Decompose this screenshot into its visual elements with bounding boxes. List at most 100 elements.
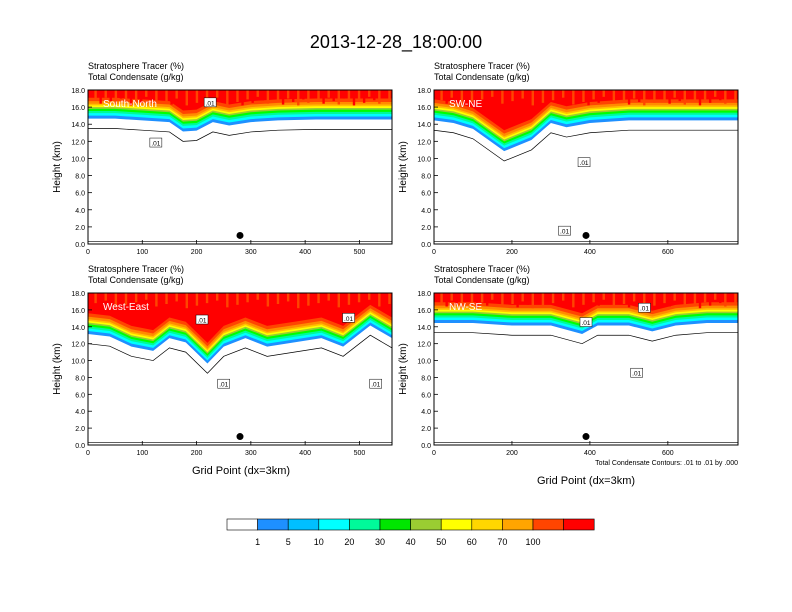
location-marker xyxy=(582,231,590,239)
tracer-stripe xyxy=(221,293,224,304)
tracer-stripe xyxy=(190,293,194,303)
tracer-stripe xyxy=(104,90,107,98)
tracer-stripe xyxy=(683,90,686,105)
tracer-stripe xyxy=(236,293,239,305)
panel-header-condensate: Total Condensate (g/kg) xyxy=(434,275,530,285)
tracer-stripe xyxy=(266,293,270,307)
x-tick-label: 400 xyxy=(584,249,596,256)
tracer-stripe xyxy=(200,90,204,97)
tracer-stripe xyxy=(185,90,188,106)
colorbar-box xyxy=(226,518,258,531)
tracer-stripe xyxy=(688,90,692,99)
tracer-stripe xyxy=(337,90,340,105)
tracer-stripe xyxy=(241,90,244,106)
contour-label-box xyxy=(342,313,355,323)
tracer-stripe xyxy=(460,293,464,308)
tracer-stripe xyxy=(190,90,194,100)
colorbar-box xyxy=(440,518,473,531)
panel-plot: .01 .01 xyxy=(88,90,392,242)
contour-label: .01 xyxy=(149,137,163,148)
tracer-stripe xyxy=(231,293,234,302)
tracer-stripe xyxy=(562,90,565,98)
tracer-stripe xyxy=(455,90,458,102)
y-tick-label: 14.0 xyxy=(417,122,431,129)
y-tick-label: 8.0 xyxy=(75,375,85,382)
x-tick-label: 200 xyxy=(506,450,518,457)
panel-header-tracer: Stratosphere Tracer (%) xyxy=(88,61,184,71)
tracer-stripe xyxy=(536,293,540,303)
tracer-stripe xyxy=(486,293,489,306)
y-tick-label: 14.0 xyxy=(71,325,85,332)
tracer-stripe xyxy=(516,90,519,105)
contour-label: .01 xyxy=(369,378,382,389)
tracer-stripe xyxy=(368,293,371,300)
y-tick-label: 8.0 xyxy=(421,375,431,382)
tracer-stripe xyxy=(216,90,219,98)
y-tick-label: 4.0 xyxy=(75,409,85,416)
tracer-stripe xyxy=(286,90,290,99)
tracer-band-9 xyxy=(434,90,738,131)
tracer-stripe xyxy=(312,293,315,300)
tracer-stripe xyxy=(577,293,580,302)
tracer-stripe xyxy=(175,90,178,99)
tracer-stripe xyxy=(281,293,285,308)
panels: Stratosphere Tracer (%)Total Condensate … xyxy=(52,61,739,457)
tracer-stripe xyxy=(302,90,305,100)
colorbar-label: 40 xyxy=(406,537,416,547)
tracer-stripe xyxy=(352,90,356,106)
tracer-stripe xyxy=(541,293,545,306)
tracer-stripe xyxy=(332,293,335,304)
tracer-stripe xyxy=(658,293,661,300)
tracer-stripe xyxy=(617,293,621,301)
panel-header-tracer: Stratosphere Tracer (%) xyxy=(434,61,530,71)
panel-name-south-north: South-North xyxy=(103,99,157,110)
tracer-stripe xyxy=(496,293,499,304)
tracer-stripe xyxy=(521,90,524,99)
colorbar-box xyxy=(379,518,411,531)
tracer-stripe xyxy=(129,90,133,106)
tracer-stripe xyxy=(622,90,626,102)
tracer-stripe xyxy=(734,293,737,304)
y-tick-label: 12.0 xyxy=(417,342,431,349)
panel-frame xyxy=(87,89,393,245)
tracer-stripe xyxy=(648,293,651,303)
contour-label-text: .01 xyxy=(580,160,589,167)
tracer-stripe xyxy=(729,90,732,98)
y-tick-label: 12.0 xyxy=(417,139,431,146)
colorbar-box xyxy=(318,518,350,531)
tracer-stripe xyxy=(587,90,590,106)
y-tick-label: 2.0 xyxy=(421,426,431,433)
tracer-stripe xyxy=(435,90,438,97)
panel-name-west-east: West-East xyxy=(103,302,149,313)
panel-frame xyxy=(433,292,739,446)
x-axis-label-left: Grid Point (dx=3km) xyxy=(192,465,290,477)
x-tick-label: 200 xyxy=(191,450,203,457)
tracer-stripe xyxy=(582,293,585,305)
contour-label-text: .01 xyxy=(344,316,353,323)
colorbar-label: 60 xyxy=(467,537,477,547)
tracer-stripe xyxy=(491,90,494,97)
panel-header-condensate: Total Condensate (g/kg) xyxy=(434,72,530,82)
tracer-stripe xyxy=(607,293,610,304)
y-axis-label: Height (km) xyxy=(52,343,63,395)
tracer-stripe xyxy=(145,293,148,300)
panel-header-tracer: Stratosphere Tracer (%) xyxy=(88,264,184,274)
panel-frame xyxy=(433,89,739,245)
tracer-stripe xyxy=(501,293,504,307)
tracer-stripe xyxy=(470,293,474,305)
tracer-stripe xyxy=(663,293,666,304)
tracer-stripe xyxy=(226,293,229,308)
x-tick-label: 100 xyxy=(136,450,148,457)
tracer-stripe xyxy=(124,90,128,102)
tracer-stripe xyxy=(546,90,550,97)
tracer-stripe xyxy=(119,90,123,99)
condensate-contour xyxy=(434,129,738,162)
panel-header-tracer: Stratosphere Tracer (%) xyxy=(434,264,530,274)
y-tick-label: 0.0 xyxy=(75,242,85,249)
tracer-stripe xyxy=(261,293,264,304)
colorbar-box xyxy=(502,518,534,531)
tracer-stripe xyxy=(251,90,254,103)
tracer-stripe xyxy=(698,293,702,309)
tracer-stripe xyxy=(140,293,143,306)
